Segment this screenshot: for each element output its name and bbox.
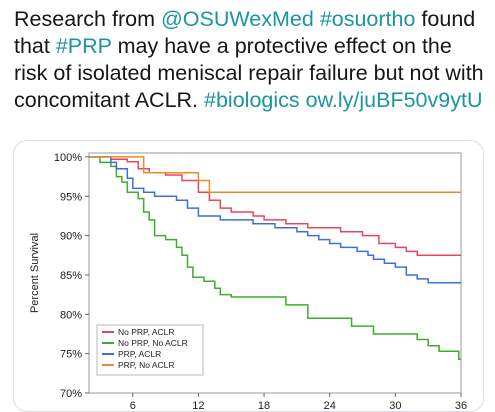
series-line-1 [89, 156, 461, 257]
series-line-4 [89, 156, 461, 194]
tweet-text: Research from @OSUWexMed #osuortho found… [14, 6, 484, 114]
tweet-mention[interactable]: @OSUWexMed [160, 7, 314, 31]
y-tick-label: 80% [60, 309, 82, 321]
chart-card[interactable]: 70% 75% 80% 85% 90% 95% 100% 6 12 18 24 30 36 Percent… [13, 140, 484, 412]
legend-entry: PRP, ACLR [118, 349, 161, 359]
tweet-hashtag[interactable]: #biologics [204, 88, 300, 112]
tweet-hashtag[interactable]: #osuortho [319, 7, 416, 31]
tweet-text-segment: Research from [14, 7, 161, 31]
x-tick-label: 6 [130, 400, 136, 411]
y-tick-label: 85% [60, 270, 82, 282]
legend-box [96, 324, 204, 376]
series-line-3 [89, 156, 461, 284]
x-tick-label: 24 [324, 400, 336, 411]
legend-entry: No PRP, No ACLR [118, 338, 188, 348]
tweet-hashtag[interactable]: #PRP [55, 34, 112, 58]
x-tick-label: 36 [455, 400, 467, 411]
y-axis-label: Percent Survival [29, 233, 41, 313]
y-tick-label: 95% [60, 191, 82, 203]
x-tick-label: 30 [389, 400, 401, 411]
y-tick-label: 90% [60, 231, 82, 243]
tweet-link[interactable]: ow.ly/juBF50v9ytU [305, 88, 483, 112]
legend-entry: No PRP, ACLR [118, 327, 175, 337]
series-line-2 [89, 156, 461, 360]
tweet-text-segment: may have a protective effect on the risk… [14, 34, 484, 112]
x-tick-label: 18 [258, 400, 270, 411]
legend-entry: PRP, No ACLR [118, 360, 175, 370]
y-tick-label: 100% [54, 152, 82, 164]
x-tick-label: 12 [192, 400, 204, 411]
tweet-text-segment: found that [14, 7, 476, 58]
survival-chart: 70% 75% 80% 85% 90% 95% 100% 6 12 18 24 30 36 Percent… [29, 152, 467, 411]
y-tick-label: 70% [60, 388, 82, 400]
y-tick-label: 75% [60, 349, 82, 361]
